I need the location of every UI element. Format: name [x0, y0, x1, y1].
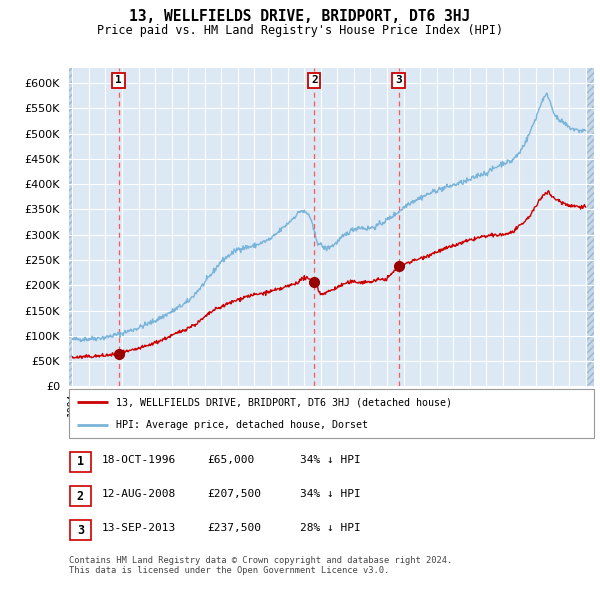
Text: 18-OCT-1996: 18-OCT-1996 — [102, 455, 176, 464]
Text: 13, WELLFIELDS DRIVE, BRIDPORT, DT6 3HJ: 13, WELLFIELDS DRIVE, BRIDPORT, DT6 3HJ — [130, 9, 470, 24]
Text: Price paid vs. HM Land Registry's House Price Index (HPI): Price paid vs. HM Land Registry's House … — [97, 24, 503, 37]
Text: 1: 1 — [115, 76, 122, 86]
Text: 2: 2 — [77, 490, 84, 503]
Text: 12-AUG-2008: 12-AUG-2008 — [102, 489, 176, 499]
FancyBboxPatch shape — [70, 486, 91, 506]
Text: 13-SEP-2013: 13-SEP-2013 — [102, 523, 176, 533]
Text: 28% ↓ HPI: 28% ↓ HPI — [300, 523, 361, 533]
Polygon shape — [69, 68, 73, 386]
Text: 3: 3 — [77, 524, 84, 537]
Text: 13, WELLFIELDS DRIVE, BRIDPORT, DT6 3HJ (detached house): 13, WELLFIELDS DRIVE, BRIDPORT, DT6 3HJ … — [116, 398, 452, 408]
Text: HPI: Average price, detached house, Dorset: HPI: Average price, detached house, Dors… — [116, 419, 368, 430]
FancyBboxPatch shape — [70, 452, 91, 472]
Text: £237,500: £237,500 — [207, 523, 261, 533]
Text: £65,000: £65,000 — [207, 455, 254, 464]
Text: 2: 2 — [311, 76, 317, 86]
FancyBboxPatch shape — [69, 389, 594, 438]
Polygon shape — [587, 68, 594, 386]
Text: 34% ↓ HPI: 34% ↓ HPI — [300, 455, 361, 464]
Text: Contains HM Land Registry data © Crown copyright and database right 2024.
This d: Contains HM Land Registry data © Crown c… — [69, 556, 452, 575]
Text: 3: 3 — [395, 76, 402, 86]
Text: 1: 1 — [77, 455, 84, 468]
Text: £207,500: £207,500 — [207, 489, 261, 499]
Text: 34% ↓ HPI: 34% ↓ HPI — [300, 489, 361, 499]
FancyBboxPatch shape — [70, 520, 91, 540]
